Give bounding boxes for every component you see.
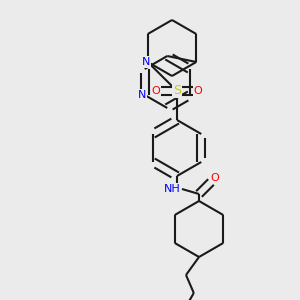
Text: NH: NH	[164, 184, 180, 194]
Text: O: O	[211, 173, 219, 183]
Text: N: N	[137, 90, 146, 100]
Text: S: S	[173, 85, 181, 98]
Text: N: N	[142, 57, 150, 67]
Text: O: O	[194, 86, 202, 96]
Text: O: O	[152, 86, 160, 96]
